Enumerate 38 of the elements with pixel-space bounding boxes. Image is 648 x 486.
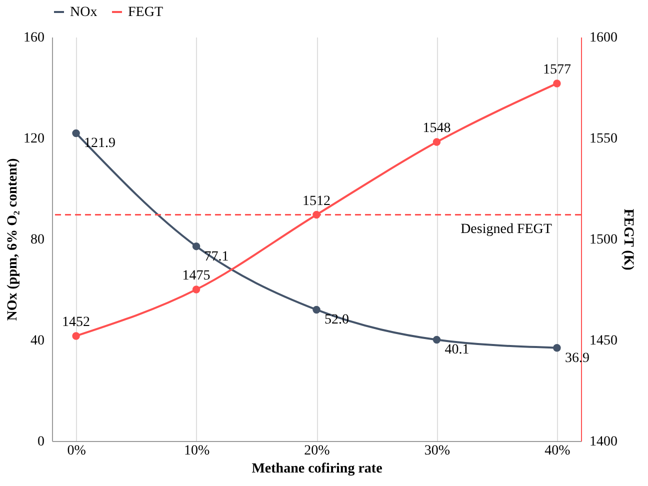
data-label: 1548 (422, 121, 451, 136)
x-axis-title: Methane cofiring rate (252, 462, 382, 476)
data-label: 1512 (302, 194, 330, 209)
y2-tick-label: 1500 (590, 232, 618, 248)
data-label: 1452 (62, 314, 90, 330)
legend-label: FEGT (128, 5, 164, 20)
point (72, 332, 80, 340)
point (432, 138, 441, 146)
y-tick-label: 80 (30, 232, 44, 248)
y-tick-label: 40 (30, 334, 44, 348)
y2-tick-label: 1400 (590, 434, 618, 450)
point (192, 286, 200, 294)
legend-label: NOx (70, 5, 98, 20)
data-label: 40.1 (444, 342, 470, 358)
x-tick-label: 20% (304, 444, 330, 458)
point (192, 242, 200, 250)
x-tick-label: 30% (424, 444, 450, 458)
point (553, 344, 561, 352)
x-tick-label: 0% (67, 444, 86, 458)
y-tick-label: 0 (38, 434, 44, 450)
y2-tick-label: 1550 (590, 132, 618, 146)
point (72, 129, 80, 138)
y-tick-label: 120 (24, 132, 44, 146)
x-tick-label: 10% (184, 444, 210, 458)
y2-axis-title: FEGT (K) (620, 208, 636, 271)
x-tick-label: 40% (544, 444, 571, 458)
y-tick-label: 160 (24, 30, 44, 46)
point (432, 336, 441, 344)
ref-line-label: Designed FEGT (460, 222, 552, 237)
y2-tick-label: 1600 (590, 30, 618, 46)
data-label: 121.9 (84, 136, 116, 152)
data-label: 52.0 (324, 312, 349, 328)
y-axis-title: NOx (ppm, 6% O₂ content) (6, 158, 20, 321)
y2-tick-label: 1450 (590, 334, 618, 348)
point (553, 80, 561, 88)
data-label: 1475 (182, 268, 210, 284)
data-label: 1577 (542, 62, 571, 78)
point (312, 306, 320, 314)
